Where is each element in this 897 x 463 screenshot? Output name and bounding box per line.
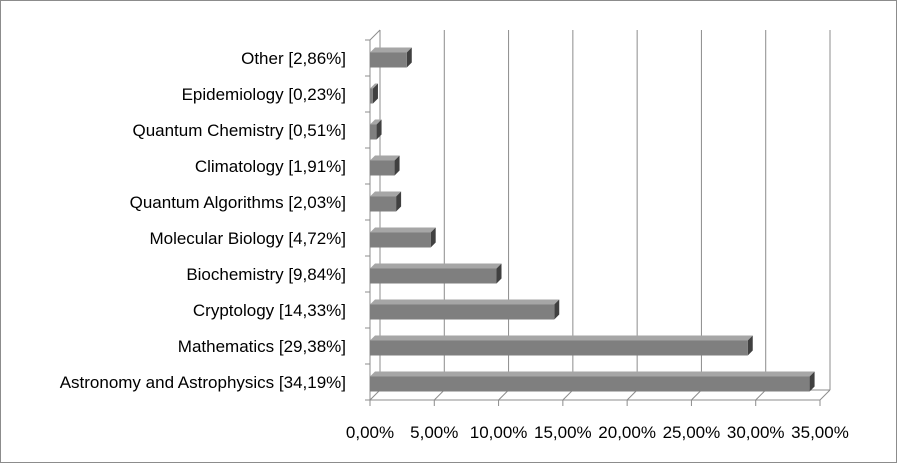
bar-top	[370, 119, 382, 125]
x-tick-label: 20,00%	[598, 423, 656, 442]
bar-side	[747, 335, 753, 356]
bar-top	[370, 227, 436, 233]
bar-top	[370, 371, 815, 377]
bar-side	[496, 263, 502, 284]
floor-edge-left	[369, 389, 381, 401]
bar-front	[370, 52, 407, 68]
bar	[370, 263, 502, 284]
bar-front	[370, 232, 431, 248]
category-label: Astronomy and Astrophysics [34,19%]	[60, 373, 346, 392]
bar	[370, 299, 560, 320]
category-label: Climatology [1,91%]	[195, 157, 346, 176]
category-label: Other [2,86%]	[241, 49, 346, 68]
bar-side	[406, 47, 412, 68]
bar-front	[370, 88, 373, 104]
bar-front	[370, 196, 397, 212]
gridline-floor	[691, 389, 702, 401]
bar	[370, 191, 402, 212]
bar	[370, 47, 412, 68]
bar	[370, 155, 400, 176]
bar	[370, 371, 815, 392]
bar-top	[370, 47, 412, 53]
bar-side	[372, 83, 378, 104]
x-tick-label: 10,00%	[470, 423, 528, 442]
bar	[370, 227, 436, 248]
bar-front	[370, 124, 377, 140]
category-label: Epidemiology [0,23%]	[182, 85, 346, 104]
x-tick-label: 0,00%	[346, 423, 394, 442]
category-label: Biochemistry [9,84%]	[186, 265, 346, 284]
x-tick-label: 35,00%	[791, 423, 849, 442]
bar	[370, 119, 382, 140]
category-labels: Astronomy and Astrophysics [34,19%] Mathe…	[60, 49, 346, 392]
x-tick-label: 15,00%	[534, 423, 592, 442]
bar-top	[370, 191, 402, 197]
bar-front	[370, 376, 810, 392]
gridline-floor	[626, 389, 638, 401]
bar-front	[370, 268, 497, 284]
bar-top	[370, 335, 753, 341]
bar-front	[370, 304, 555, 320]
gridline-floor	[562, 389, 574, 401]
bar-side	[396, 191, 402, 212]
bar-top	[370, 263, 502, 269]
bar-side	[376, 119, 382, 140]
bar	[370, 83, 378, 104]
category-label: Quantum Algorithms [2,03%]	[130, 193, 346, 212]
gridline-floor	[819, 389, 831, 401]
gridline-floor	[433, 389, 445, 401]
x-tick-labels: 0,00% 5,00% 10,00% 15,00% 20,00% 25,00% 30,00%…	[346, 423, 849, 442]
bar-front	[370, 160, 395, 176]
gridline-floor	[755, 389, 767, 401]
bar	[370, 335, 753, 356]
category-label: Molecular Biology [4,72%]	[149, 229, 346, 248]
category-label: Quantum Chemistry [0,51%]	[132, 121, 346, 140]
bar-front	[370, 340, 748, 356]
x-tick-label: 25,00%	[663, 423, 721, 442]
bar-side	[394, 155, 400, 176]
category-label: Mathematics [29,38%]	[178, 337, 346, 356]
bar-side	[554, 299, 560, 320]
bar-side	[430, 227, 436, 248]
gridlines	[365, 30, 831, 406]
bar-top	[370, 83, 378, 89]
bar-top	[370, 155, 400, 161]
bar-top	[370, 299, 560, 305]
bar-side	[809, 371, 815, 392]
bars	[370, 47, 815, 392]
wall-top-edge	[369, 29, 381, 41]
gridline-floor	[498, 389, 509, 401]
x-tick-label: 30,00%	[727, 423, 785, 442]
x-tick-label: 5,00%	[410, 423, 458, 442]
category-label: Cryptology [14,33%]	[193, 301, 346, 320]
